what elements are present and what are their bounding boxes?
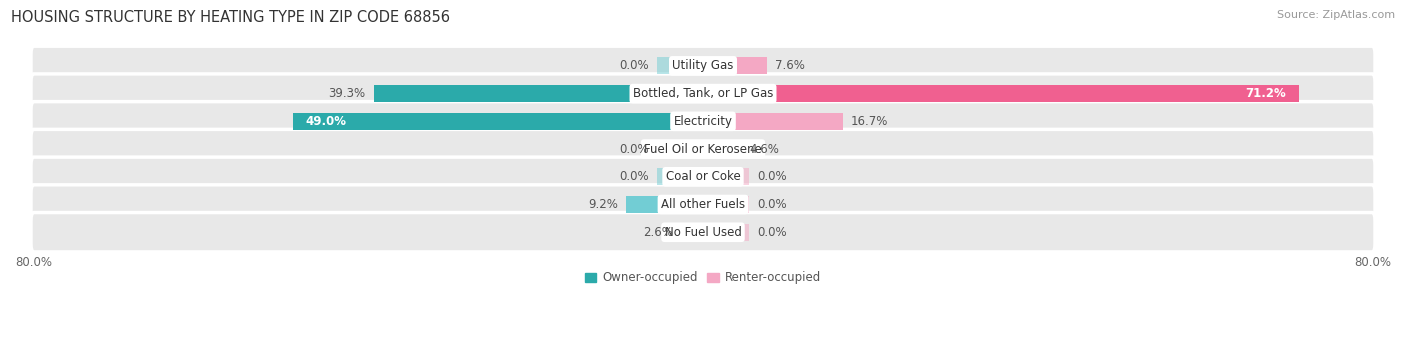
FancyBboxPatch shape: [31, 212, 1375, 252]
Text: 49.0%: 49.0%: [305, 115, 346, 128]
Bar: [657, 57, 703, 74]
Text: 0.0%: 0.0%: [619, 170, 648, 183]
FancyBboxPatch shape: [31, 74, 1375, 113]
FancyBboxPatch shape: [31, 157, 1375, 196]
Text: Bottled, Tank, or LP Gas: Bottled, Tank, or LP Gas: [633, 87, 773, 100]
Bar: [657, 168, 703, 186]
Text: Utility Gas: Utility Gas: [672, 59, 734, 72]
Text: 7.6%: 7.6%: [775, 59, 804, 72]
Bar: [703, 224, 749, 241]
Bar: [703, 168, 749, 186]
FancyBboxPatch shape: [31, 46, 1375, 86]
Text: 2.6%: 2.6%: [643, 226, 673, 239]
Text: 0.0%: 0.0%: [619, 143, 648, 155]
Bar: [703, 140, 741, 158]
Bar: [703, 196, 749, 213]
Text: Source: ZipAtlas.com: Source: ZipAtlas.com: [1277, 10, 1395, 20]
Bar: [682, 224, 703, 241]
Bar: [703, 113, 842, 130]
Bar: [703, 57, 766, 74]
Text: 16.7%: 16.7%: [851, 115, 889, 128]
Text: 4.6%: 4.6%: [749, 143, 780, 155]
FancyBboxPatch shape: [31, 129, 1375, 169]
FancyBboxPatch shape: [31, 185, 1375, 224]
Text: 71.2%: 71.2%: [1246, 87, 1286, 100]
Bar: [292, 113, 703, 130]
Text: HOUSING STRUCTURE BY HEATING TYPE IN ZIP CODE 68856: HOUSING STRUCTURE BY HEATING TYPE IN ZIP…: [11, 10, 450, 25]
Text: Electricity: Electricity: [673, 115, 733, 128]
Text: 39.3%: 39.3%: [329, 87, 366, 100]
Text: 0.0%: 0.0%: [619, 59, 648, 72]
Bar: [703, 85, 1299, 102]
Bar: [626, 196, 703, 213]
Bar: [657, 140, 703, 158]
Text: 9.2%: 9.2%: [588, 198, 617, 211]
Bar: [374, 85, 703, 102]
Legend: Owner-occupied, Renter-occupied: Owner-occupied, Renter-occupied: [579, 266, 827, 289]
Text: All other Fuels: All other Fuels: [661, 198, 745, 211]
Text: 0.0%: 0.0%: [758, 226, 787, 239]
FancyBboxPatch shape: [31, 102, 1375, 141]
Text: No Fuel Used: No Fuel Used: [665, 226, 741, 239]
Text: Fuel Oil or Kerosene: Fuel Oil or Kerosene: [644, 143, 762, 155]
Text: 0.0%: 0.0%: [758, 198, 787, 211]
Text: Coal or Coke: Coal or Coke: [665, 170, 741, 183]
Text: 0.0%: 0.0%: [758, 170, 787, 183]
